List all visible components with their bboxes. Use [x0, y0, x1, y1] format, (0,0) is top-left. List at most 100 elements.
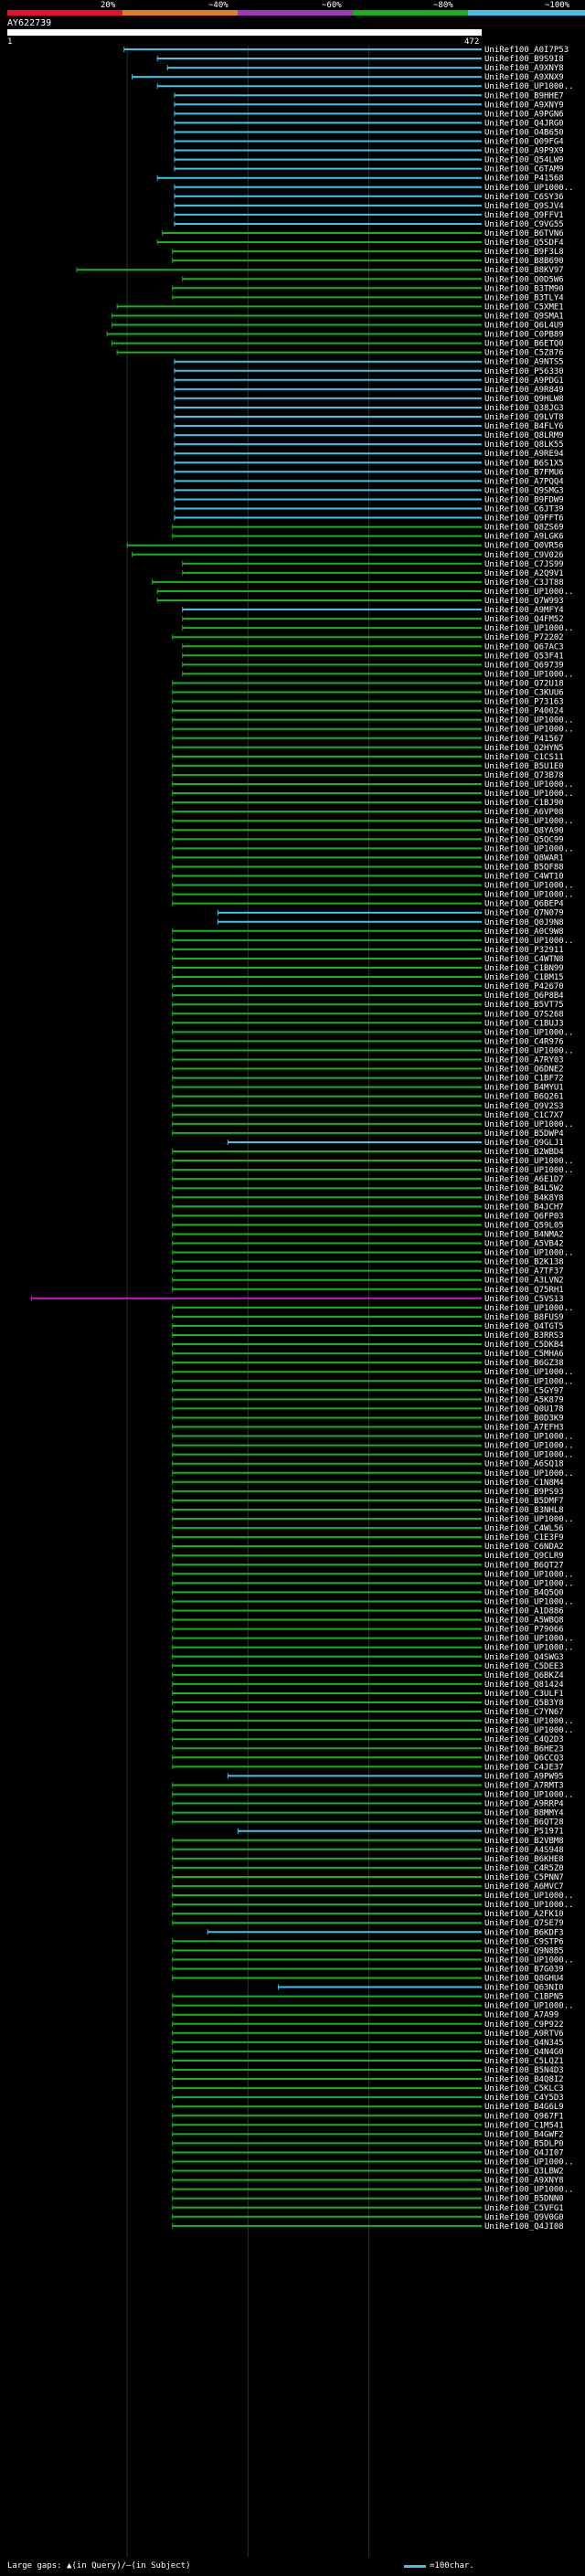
hit-label-203: UniRef100_A2FK10: [484, 1910, 564, 1919]
hit-label-116: UniRef100_C1C7X7: [484, 1111, 564, 1120]
hit-label-117: UniRef100_UP1000..: [484, 1120, 574, 1129]
hit-label-24: UniRef100_B8KV97: [484, 266, 564, 275]
legend-seg-40: [122, 10, 238, 16]
hit-label-34: UniRef100_A9NTS5: [484, 358, 564, 367]
hit-label-171: UniRef100_A5WBQ8: [484, 1617, 564, 1626]
hit-label-214: UniRef100_A7A99: [484, 2011, 558, 2020]
hit-label-27: UniRef100_B3TLY4: [484, 293, 564, 302]
hit-label-47: UniRef100_A7PQQ4: [484, 477, 564, 486]
hit-label-66: UniRef100_Q53F41: [484, 652, 564, 661]
hit-label-167: UniRef100_UP1000..: [484, 1579, 574, 1588]
hit-label-25: UniRef100_Q0D5W6: [484, 275, 564, 284]
hit-label-37: UniRef100_A9R849: [484, 386, 564, 395]
query-bar: [7, 29, 482, 36]
hit-label-198: UniRef100_C4R5Z0: [484, 1864, 564, 1873]
hit-label-161: UniRef100_C4WL56: [484, 1524, 564, 1533]
hit-label-82: UniRef100_C1BJ90: [484, 799, 564, 808]
hit-label-46: UniRef100_B7FMU6: [484, 468, 564, 477]
hit-label-156: UniRef100_C1N8M4: [484, 1479, 564, 1488]
hit-label-88: UniRef100_Q8WAR1: [484, 853, 564, 863]
hit-label-220: UniRef100_B5N4D3: [484, 2066, 564, 2075]
hit-label-176: UniRef100_C5DEE3: [484, 1662, 564, 1671]
hit-label-114: UniRef100_B6Q261: [484, 1093, 564, 1102]
hit-label-128: UniRef100_Q59L05: [484, 1221, 564, 1230]
hit-label-101: UniRef100_C1BM15: [484, 973, 564, 982]
hit-label-237: UniRef100_Q4JI08: [484, 2222, 564, 2231]
hit-label-227: UniRef100_B4GWF2: [484, 2130, 564, 2139]
hit-label-196: UniRef100_A4S948: [484, 1846, 564, 1855]
hit-label-1: UniRef100_B9S9I8: [484, 55, 564, 64]
hit-label-181: UniRef100_C7YN67: [484, 1708, 564, 1717]
hit-label-130: UniRef100_A5VB42: [484, 1240, 564, 1249]
hit-label-118: UniRef100_B5DWP4: [484, 1129, 564, 1139]
hit-label-200: UniRef100_A6MVC7: [484, 1882, 564, 1892]
hit-label-153: UniRef100_UP1000..: [484, 1451, 574, 1460]
hit-label-69: UniRef100_Q72U18: [484, 679, 564, 688]
hit-label-236: UniRef100_Q9V0G0: [484, 2213, 564, 2222]
hit-label-179: UniRef100_C3ULF1: [484, 1690, 564, 1699]
hit-label-7: UniRef100_A9PGN6: [484, 110, 564, 119]
hit-label-12: UniRef100_Q54LW9: [484, 156, 564, 165]
hit-label-151: UniRef100_UP1000..: [484, 1433, 574, 1442]
hit-label-218: UniRef100_Q4N4G0: [484, 2048, 564, 2057]
hit-label-226: UniRef100_C1M541: [484, 2121, 564, 2130]
hit-label-163: UniRef100_C6NDA2: [484, 1542, 564, 1552]
hit-label-49: UniRef100_B9FDW9: [484, 495, 564, 504]
hit-label-5: UniRef100_B9HHE7: [484, 91, 564, 101]
hit-label-191: UniRef100_A9RRP4: [484, 1800, 564, 1809]
hit-label-122: UniRef100_UP1000..: [484, 1166, 574, 1175]
hit-label-149: UniRef100_B0D3K9: [484, 1414, 564, 1423]
hit-label-169: UniRef100_UP1000..: [484, 1597, 574, 1606]
hit-label-102: UniRef100_P42670: [484, 982, 564, 991]
hit-label-105: UniRef100_Q7S268: [484, 1010, 564, 1019]
hit-label-219: UniRef100_C5LQZ1: [484, 2057, 564, 2066]
hit-label-45: UniRef100_B6S1X5: [484, 459, 564, 468]
hit-label-70: UniRef100_C3KUU6: [484, 689, 564, 698]
hit-label-138: UniRef100_B8FUS9: [484, 1313, 564, 1322]
query-end: 472: [464, 37, 480, 47]
hit-label-89: UniRef100_B5QF88: [484, 863, 564, 872]
hit-label-159: UniRef100_B3NHL8: [484, 1506, 564, 1515]
hit-label-195: UniRef100_B2VBM8: [484, 1837, 564, 1846]
hit-label-4: UniRef100_UP1000..: [484, 82, 574, 91]
hit-label-108: UniRef100_C4R976: [484, 1037, 564, 1046]
hit-label-157: UniRef100_B9PS93: [484, 1488, 564, 1497]
hit-label-33: UniRef100_C5Z876: [484, 349, 564, 358]
legend-tick-100: ~100%: [545, 1, 570, 10]
hit-label-209: UniRef100_B7G039: [484, 1965, 564, 1974]
hit-label-43: UniRef100_Q8LK55: [484, 440, 564, 450]
hit-label-165: UniRef100_B6QT27: [484, 1561, 564, 1570]
hit-label-120: UniRef100_B2WBD4: [484, 1148, 564, 1157]
hit-label-127: UniRef100_Q6FP03: [484, 1212, 564, 1221]
hit-label-41: UniRef100_B4FLY6: [484, 422, 564, 431]
hit-label-213: UniRef100_UP1000..: [484, 2002, 574, 2011]
hit-label-18: UniRef100_Q9FFV1: [484, 211, 564, 220]
hit-label-148: UniRef100_Q0U178: [484, 1405, 564, 1414]
hit-label-152: UniRef100_UP1000..: [484, 1442, 574, 1451]
hit-label-17: UniRef100_Q9SJV4: [484, 202, 564, 211]
hit-label-106: UniRef100_C1BUJ3: [484, 1019, 564, 1028]
hit-label-13: UniRef100_C6TAM9: [484, 165, 564, 175]
hit-label-232: UniRef100_A9XNY8: [484, 2177, 564, 2186]
hit-label-154: UniRef100_A6SQ18: [484, 1460, 564, 1469]
hit-label-87: UniRef100_UP1000..: [484, 844, 574, 853]
hit-label-50: UniRef100_C6JT39: [484, 505, 564, 514]
hit-label-233: UniRef100_UP1000..: [484, 2186, 574, 2195]
hit-label-173: UniRef100_UP1000..: [484, 1635, 574, 1644]
hit-label-113: UniRef100_B4MYU1: [484, 1084, 564, 1093]
hit-label-178: UniRef100_Q81424: [484, 1680, 564, 1690]
legend-tick-40: ~40%: [208, 1, 229, 10]
hit-label-78: UniRef100_B5U1E0: [484, 762, 564, 771]
hit-label-109: UniRef100_UP1000..: [484, 1046, 574, 1055]
hit-label-136: UniRef100_C5VS13: [484, 1295, 564, 1304]
hit-label-83: UniRef100_A6VP08: [484, 808, 564, 817]
hit-label-193: UniRef100_B6QT28: [484, 1818, 564, 1828]
hit-label-160: UniRef100_UP1000..: [484, 1515, 574, 1524]
hit-label-36: UniRef100_A9PDG1: [484, 376, 564, 386]
hit-label-29: UniRef100_Q9SMA1: [484, 312, 564, 321]
hit-label-133: UniRef100_A7TF37: [484, 1267, 564, 1277]
hit-label-26: UniRef100_B3TM90: [484, 284, 564, 293]
hit-label-38: UniRef100_Q9HLW8: [484, 395, 564, 404]
hit-label-28: UniRef100_C5XME1: [484, 302, 564, 312]
